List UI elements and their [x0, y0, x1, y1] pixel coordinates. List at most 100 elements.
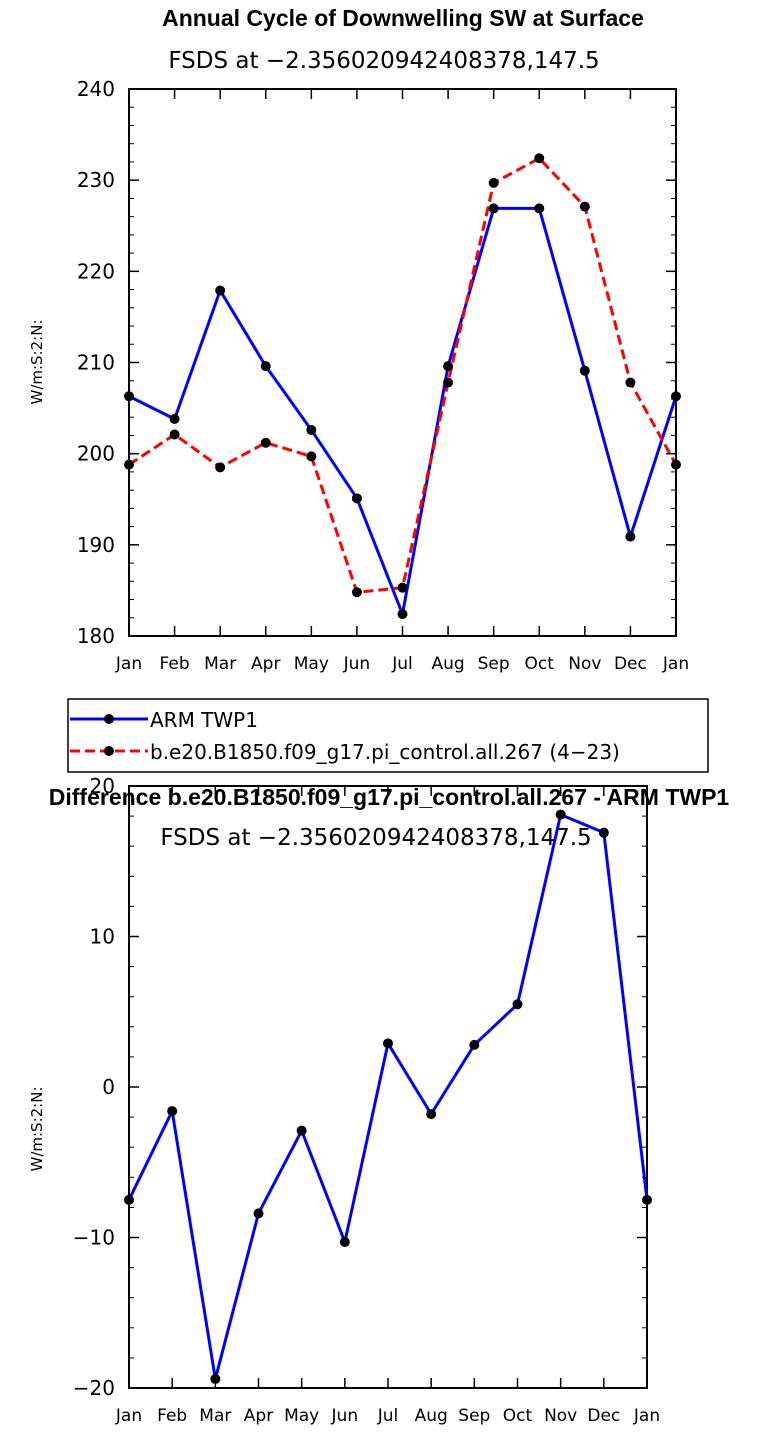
x-tick-label: Sep	[478, 654, 510, 674]
series-point	[625, 531, 636, 542]
series-point	[579, 365, 590, 376]
y-tick-label: −10	[73, 1226, 115, 1250]
x-tick-label: Feb	[160, 654, 190, 674]
x-tick-label: Oct	[503, 1406, 533, 1426]
series-point	[598, 827, 609, 838]
legend-marker-model	[104, 746, 114, 756]
series-point	[215, 462, 226, 473]
series-point	[124, 391, 134, 402]
series-point	[426, 1109, 437, 1120]
plot-frame	[128, 88, 677, 637]
chart1-subtitle: FSDS at −2.356020942408378,147.5	[168, 48, 599, 74]
x-tick-label: Jul	[377, 1406, 399, 1426]
chart2-title: Difference b.e20.B1850.f09_g17.pi_contro…	[49, 784, 730, 810]
series-point	[488, 177, 499, 188]
chart1-ylabel: W/m:S:2:N:	[28, 320, 46, 405]
y-tick-label: 240	[77, 77, 115, 101]
x-tick-label: Dec	[587, 1406, 620, 1426]
series-point	[671, 391, 681, 402]
legend-label-arm: ARM TWP1	[150, 708, 258, 732]
chart2-series	[124, 809, 652, 1384]
series-point	[260, 437, 271, 448]
series-point	[443, 377, 454, 388]
y-tick-label: 200	[77, 442, 115, 466]
y-tick-label: 10	[90, 925, 115, 949]
x-tick-label: Oct	[525, 654, 555, 674]
x-tick-label: Feb	[157, 1406, 187, 1426]
series-point	[351, 587, 362, 598]
x-tick-label: Aug	[415, 1406, 448, 1426]
series-point	[469, 1039, 480, 1050]
series-point	[555, 809, 566, 820]
chart1-legend: ARM TWP1 b.e20.B1850.f09_g17.pi_control.…	[67, 698, 709, 773]
series-point	[215, 285, 226, 296]
y-tick-label: −20	[73, 1376, 115, 1400]
series-line	[128, 156, 678, 594]
series-point	[296, 1125, 307, 1136]
chart1-title: Annual Cycle of Downwelling SW at Surfac…	[162, 5, 644, 31]
series-point	[397, 582, 408, 593]
x-tick-label: Nov	[568, 654, 601, 674]
series-point	[534, 153, 545, 164]
chart1-series	[124, 153, 681, 620]
series-point	[169, 414, 180, 425]
x-tick-label: Sep	[458, 1406, 490, 1426]
series-point	[351, 493, 362, 504]
series-point	[167, 1106, 178, 1117]
series-point	[306, 424, 317, 435]
y-tick-label: 220	[77, 259, 115, 283]
chart2-axes: −20 −10 0 10 20 Jan Feb Mar Apr May Jun Jul Aug Sep Oc…	[73, 774, 660, 1426]
series-point	[383, 1038, 393, 1049]
x-tick-label: Jun	[331, 1406, 359, 1426]
y-tick-label: 0	[102, 1075, 115, 1099]
x-tick-label: Aug	[431, 654, 464, 674]
series-point	[671, 459, 681, 470]
x-tick-label: Jun	[343, 654, 371, 674]
x-tick-label: Apr	[251, 654, 280, 674]
x-tick-label: Jul	[391, 654, 413, 674]
x-tick-label: Apr	[244, 1406, 273, 1426]
x-tick-label: Mar	[204, 654, 236, 674]
chart-annual-cycle: Annual Cycle of Downwelling SW at Surfac…	[28, 5, 689, 674]
x-tick-label: May	[294, 654, 329, 674]
x-tick-label: May	[284, 1406, 319, 1426]
series-point	[397, 609, 408, 620]
series-point	[210, 1373, 221, 1384]
x-tick-label: Jan	[633, 1406, 660, 1426]
series-point	[534, 203, 545, 214]
x-tick-label: Jan	[115, 654, 142, 674]
series-point	[253, 1208, 264, 1219]
chart-difference: Difference b.e20.B1850.f09_g17.pi_contro…	[28, 774, 729, 1426]
x-tick-label: Jan	[115, 1406, 142, 1426]
series-point	[579, 201, 590, 212]
x-tick-label: Dec	[614, 654, 647, 674]
series-point	[124, 459, 134, 470]
series-point	[488, 203, 499, 214]
x-tick-label: Nov	[544, 1406, 577, 1426]
series-line	[127, 813, 649, 1381]
legend-marker-arm	[104, 714, 114, 724]
y-tick-label: 210	[77, 351, 115, 375]
y-tick-label: 190	[77, 533, 115, 557]
chart2-ylabel: W/m:S:2:N:	[28, 1087, 46, 1172]
series-point	[260, 361, 271, 372]
legend-label-model: b.e20.B1850.f09_g17.pi_control.all.267 (…	[150, 740, 620, 764]
series-point	[169, 429, 180, 440]
y-tick-label: 230	[77, 168, 115, 192]
plot-frame	[128, 785, 648, 1389]
series-point	[512, 999, 523, 1010]
y-tick-label: 180	[77, 624, 115, 648]
series-point	[124, 1194, 134, 1205]
series-line	[128, 206, 678, 616]
x-tick-label: Jan	[662, 654, 689, 674]
series-point	[306, 451, 317, 462]
legend-box	[67, 698, 709, 773]
x-tick-label: Mar	[199, 1406, 231, 1426]
y-tick-label: 20	[90, 774, 115, 798]
chart1-axes: 180 190 200 210 220 230 240 Jan Feb Mar Apr May Jun J…	[77, 77, 689, 674]
series-point	[642, 1194, 652, 1205]
series-point	[443, 361, 454, 372]
series-point	[339, 1237, 350, 1248]
chart2-subtitle: FSDS at −2.356020942408378,147.5	[160, 825, 591, 851]
